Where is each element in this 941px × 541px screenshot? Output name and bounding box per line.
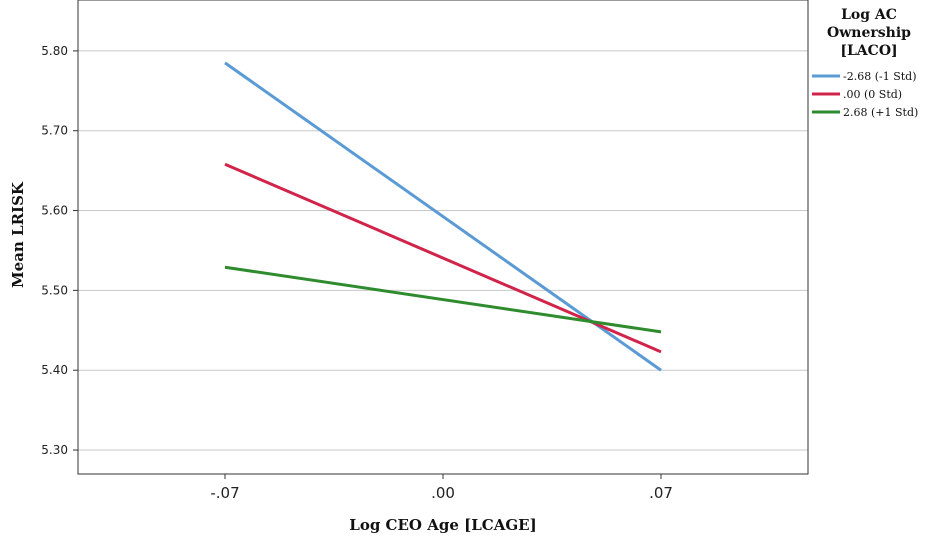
legend-label-1: -2.68 (-1 Std) [843, 70, 917, 83]
y-tick-label: 5.30 [41, 443, 68, 457]
legend-title-line-2: Ownership [827, 25, 911, 41]
series-lines [224, 61, 662, 372]
series-line-2 [224, 162, 662, 354]
y-axis-title: Mean LRISK [9, 181, 27, 288]
x-tick-label: -.07 [210, 484, 239, 502]
y-tick-label: 5.70 [41, 124, 68, 138]
x-axis-title: Log CEO Age [LCAGE] [349, 516, 536, 534]
legend: Log AC Ownership [LACO] -2.68 (-1 Std) .0… [812, 7, 918, 119]
series-line-3 [224, 265, 662, 334]
plot-frame [77, 0, 809, 475]
y-tick-label: 5.50 [41, 283, 68, 297]
x-tick-label: .07 [649, 484, 673, 502]
x-axis-ticks: -.07 .00 .07 [210, 474, 673, 502]
legend-title-line-1: Log AC [841, 7, 897, 23]
y-tick-label: 5.40 [41, 363, 68, 377]
legend-label-3: 2.68 (+1 Std) [843, 106, 918, 119]
y-tick-label: 5.60 [41, 204, 68, 218]
x-tick-label: .00 [431, 484, 455, 502]
legend-label-2: .00 (0 Std) [843, 88, 902, 101]
legend-items: -2.68 (-1 Std) .00 (0 Std) 2.68 (+1 Std) [812, 70, 918, 119]
y-tick-label: 5.80 [41, 44, 68, 58]
gridlines [78, 50, 808, 451]
legend-title-line-3: [LACO] [840, 43, 897, 59]
y-axis-ticks: 5.30 5.40 5.50 5.60 5.70 5.80 [41, 44, 78, 457]
